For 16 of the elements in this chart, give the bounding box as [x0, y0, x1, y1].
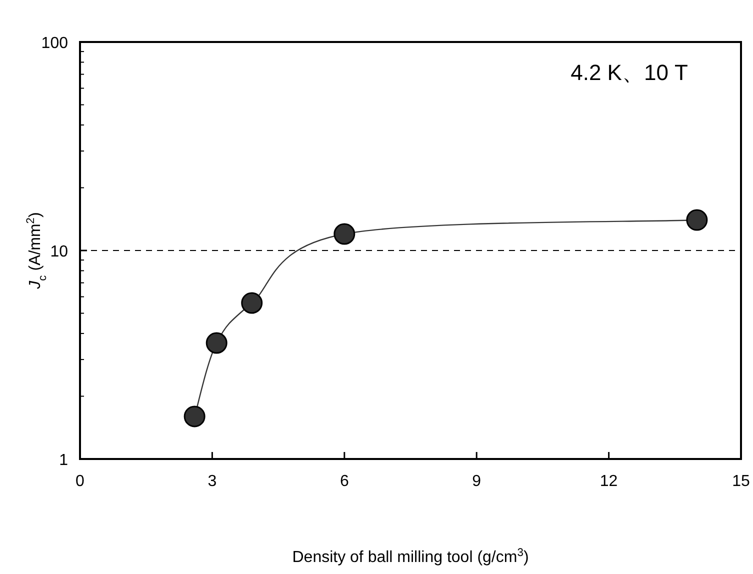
point	[184, 406, 206, 428]
point	[206, 332, 228, 354]
x-tick-label: 12	[600, 473, 618, 490]
x-tick-label: 6	[340, 473, 349, 490]
annotation: 4.2 K、10 T	[570, 60, 688, 85]
x-axis-title: Density of ball milling tool (g/cm$^{3}$)	[292, 547, 529, 566]
x-tick-label: 15	[732, 473, 750, 490]
point	[686, 209, 708, 231]
x-tick-label: 9	[472, 473, 482, 490]
y-tick-label: 100	[41, 35, 68, 52]
y-tick-label: 10	[50, 244, 68, 260]
x-tick-label: 0	[76, 473, 85, 490]
y-tick-label: 1	[59, 452, 68, 469]
point	[241, 292, 263, 314]
point	[334, 223, 356, 245]
x-tick-label: 3	[208, 473, 217, 490]
